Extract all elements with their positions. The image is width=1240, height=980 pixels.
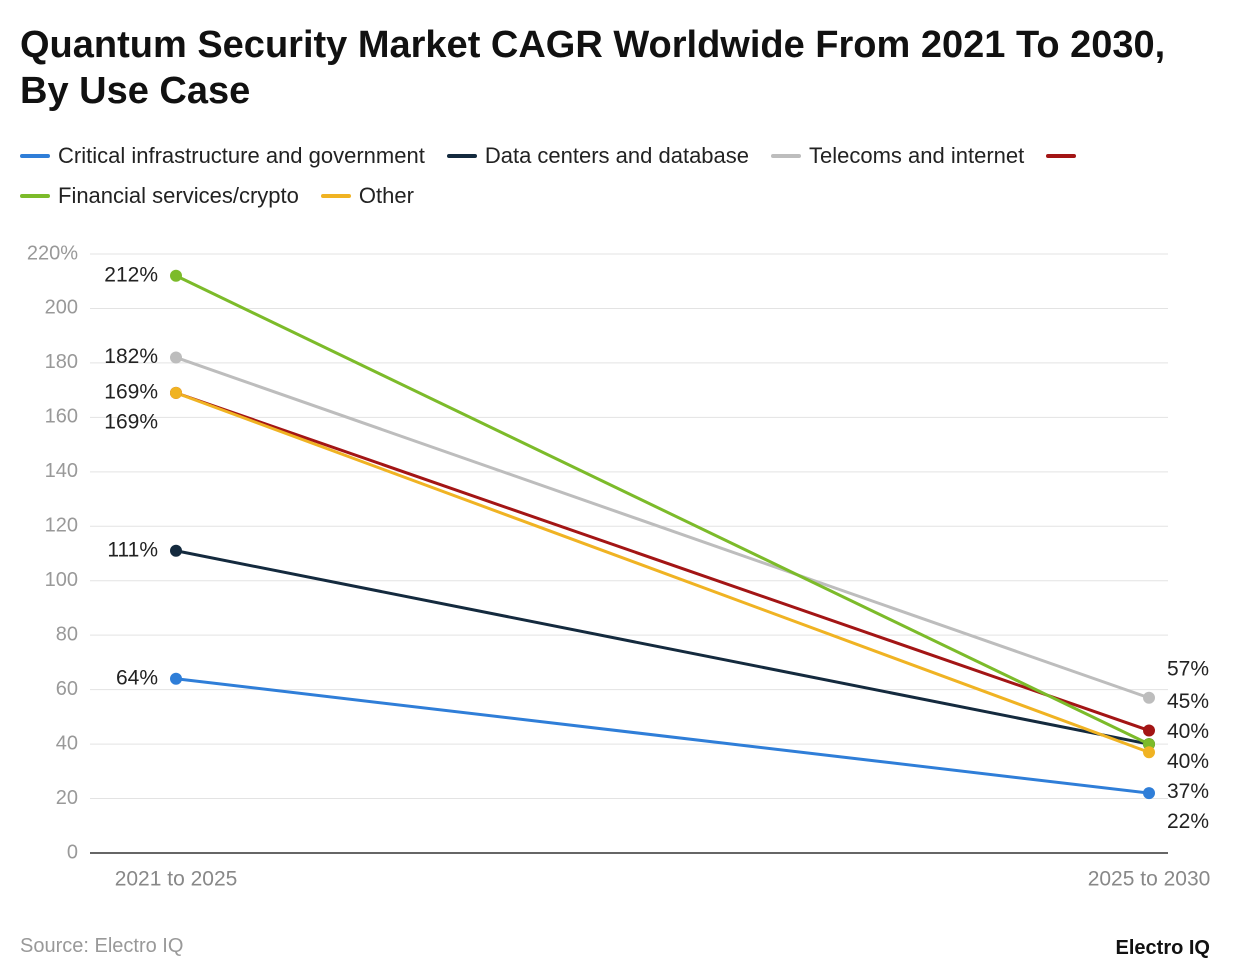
data-point bbox=[1143, 691, 1155, 704]
y-tick-label: 140 bbox=[45, 460, 78, 482]
data-label: 182% bbox=[104, 345, 158, 368]
y-tick-label: 80 bbox=[56, 623, 78, 645]
legend-label: Critical infrastructure and government bbox=[58, 143, 425, 168]
series-line bbox=[175, 391, 1150, 754]
legend-item: Data centers and database bbox=[446, 142, 750, 170]
series-line bbox=[175, 677, 1150, 795]
data-label: 40% bbox=[1167, 750, 1209, 773]
y-tick-label: 0 bbox=[67, 841, 78, 863]
data-label: 169% bbox=[104, 380, 158, 403]
y-tick-label: 160 bbox=[45, 406, 78, 428]
data-point bbox=[1143, 746, 1155, 759]
data-point bbox=[170, 672, 182, 685]
legend-label: Telecoms and internet bbox=[809, 143, 1025, 168]
legend-item: Financial services/crypto bbox=[20, 182, 299, 210]
y-tick-label: 120 bbox=[45, 515, 78, 537]
data-label: 169% bbox=[104, 410, 158, 433]
data-label: 111% bbox=[107, 538, 158, 561]
chart-title: Quantum Security Market CAGR Worldwide F… bbox=[20, 24, 1166, 112]
legend-item bbox=[1046, 142, 1084, 170]
legend-item: Critical infrastructure and government bbox=[20, 142, 425, 170]
legend-swatch bbox=[20, 194, 50, 198]
data-label: 22% bbox=[1167, 810, 1209, 833]
data-point bbox=[170, 386, 182, 399]
series-line bbox=[175, 549, 1150, 746]
legend-swatch bbox=[20, 154, 50, 158]
y-tick-label: 60 bbox=[56, 678, 78, 700]
legend-item: Telecoms and internet bbox=[771, 142, 1024, 170]
legend-label: Data centers and database bbox=[484, 143, 750, 168]
data-label: 212% bbox=[104, 263, 158, 286]
series-line bbox=[175, 391, 1150, 732]
data-label: 37% bbox=[1167, 780, 1209, 803]
series-line bbox=[175, 356, 1150, 700]
source: Source: Electro IQ bbox=[20, 935, 184, 957]
y-tick-label: 20 bbox=[56, 787, 78, 809]
data-label: 45% bbox=[1167, 690, 1209, 713]
data-point bbox=[170, 544, 182, 557]
x-tick-label: 2021 to 2025 bbox=[115, 868, 238, 891]
data-label: 40% bbox=[1167, 720, 1209, 743]
y-tick-label: 220% bbox=[27, 242, 78, 264]
series-line bbox=[175, 274, 1150, 746]
x-tick-label: 2025 to 2030 bbox=[1088, 868, 1211, 891]
legend-label: Other bbox=[358, 183, 414, 208]
legend-item: Other bbox=[320, 182, 414, 210]
legend-label: Financial services/crypto bbox=[58, 183, 299, 208]
legend-swatch bbox=[1046, 154, 1077, 158]
data-label: 57% bbox=[1167, 657, 1209, 680]
y-tick-label: 200 bbox=[45, 297, 78, 319]
legend-swatch bbox=[446, 154, 477, 158]
data-point bbox=[170, 269, 182, 282]
legend: Critical infrastructure and government Da… bbox=[20, 142, 1190, 210]
data-label: 64% bbox=[116, 666, 158, 689]
data-point bbox=[1143, 787, 1155, 800]
brand: Electro IQ bbox=[1115, 937, 1210, 959]
y-tick-label: 100 bbox=[45, 569, 78, 591]
legend-swatch bbox=[771, 154, 802, 158]
y-tick-label: 180 bbox=[45, 351, 78, 373]
data-point bbox=[170, 351, 182, 364]
legend-swatch bbox=[320, 194, 351, 198]
data-point bbox=[1143, 724, 1155, 737]
y-tick-label: 40 bbox=[56, 732, 78, 754]
